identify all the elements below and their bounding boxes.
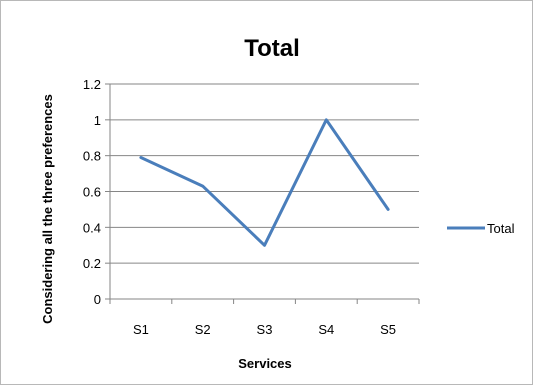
x-tick-label: S3: [257, 322, 273, 337]
y-tick-label: 0: [94, 292, 101, 307]
series-line-total: [139, 118, 390, 247]
y-tick-label: 0.4: [83, 220, 101, 235]
x-axis-title: Services: [238, 356, 292, 371]
y-tick-label: 1.2: [83, 77, 101, 92]
series-lines: [139, 118, 390, 247]
axes: [105, 83, 420, 304]
x-tick-labels: S1 S2 S3 S4 S5: [133, 322, 396, 337]
y-tick-label: 0.6: [83, 185, 101, 200]
x-tick-label: S4: [318, 322, 334, 337]
y-tick-labels: 0 0.2 0.4 0.6 0.8 1 1.2: [83, 77, 101, 307]
chart-title: Total: [244, 35, 300, 62]
legend-label: Total: [487, 221, 515, 236]
y-tick-label: 1: [94, 113, 101, 128]
y-tick-label: 0.8: [83, 149, 101, 164]
x-tick-label: S5: [380, 322, 396, 337]
gridlines: [110, 83, 419, 264]
x-tick-label: S1: [133, 322, 149, 337]
legend: Total: [447, 221, 515, 236]
y-tick-label: 0.2: [83, 256, 101, 271]
x-tick-label: S2: [195, 322, 211, 337]
y-axis-title: Considering all the three preferences: [40, 94, 55, 324]
